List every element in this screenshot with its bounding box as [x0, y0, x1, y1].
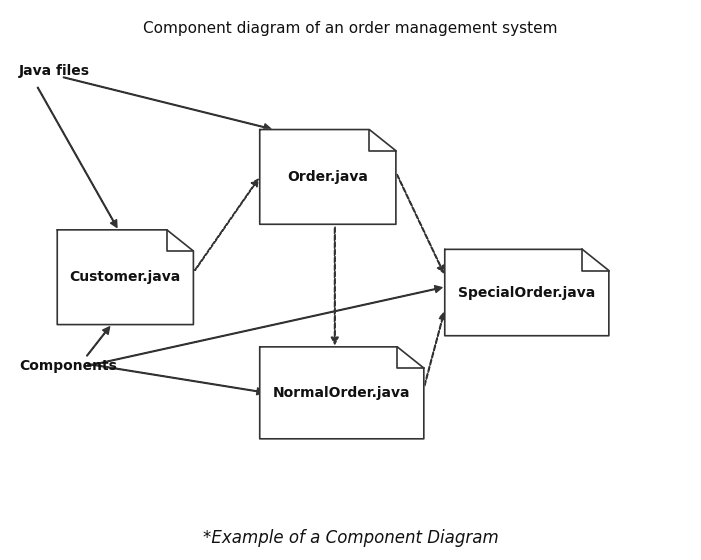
Text: Components: Components	[19, 360, 117, 374]
Text: Component diagram of an order management system: Component diagram of an order management…	[143, 21, 558, 36]
Text: *Example of a Component Diagram: *Example of a Component Diagram	[203, 529, 498, 548]
FancyArrowPatch shape	[88, 363, 264, 395]
Polygon shape	[260, 129, 396, 224]
Text: Java files: Java files	[19, 64, 90, 78]
FancyArrowPatch shape	[87, 327, 109, 356]
Text: Order.java: Order.java	[287, 170, 368, 184]
FancyArrowPatch shape	[63, 77, 271, 130]
FancyArrowPatch shape	[195, 179, 258, 270]
FancyArrowPatch shape	[88, 286, 442, 366]
Text: SpecialOrder.java: SpecialOrder.java	[458, 286, 595, 300]
FancyArrowPatch shape	[332, 227, 339, 344]
Text: NormalOrder.java: NormalOrder.java	[273, 386, 411, 400]
FancyArrowPatch shape	[424, 312, 446, 386]
FancyArrowPatch shape	[37, 87, 117, 227]
FancyArrowPatch shape	[397, 175, 444, 273]
Polygon shape	[57, 230, 193, 325]
Polygon shape	[260, 347, 424, 439]
Text: Customer.java: Customer.java	[69, 270, 181, 284]
Polygon shape	[444, 249, 609, 336]
